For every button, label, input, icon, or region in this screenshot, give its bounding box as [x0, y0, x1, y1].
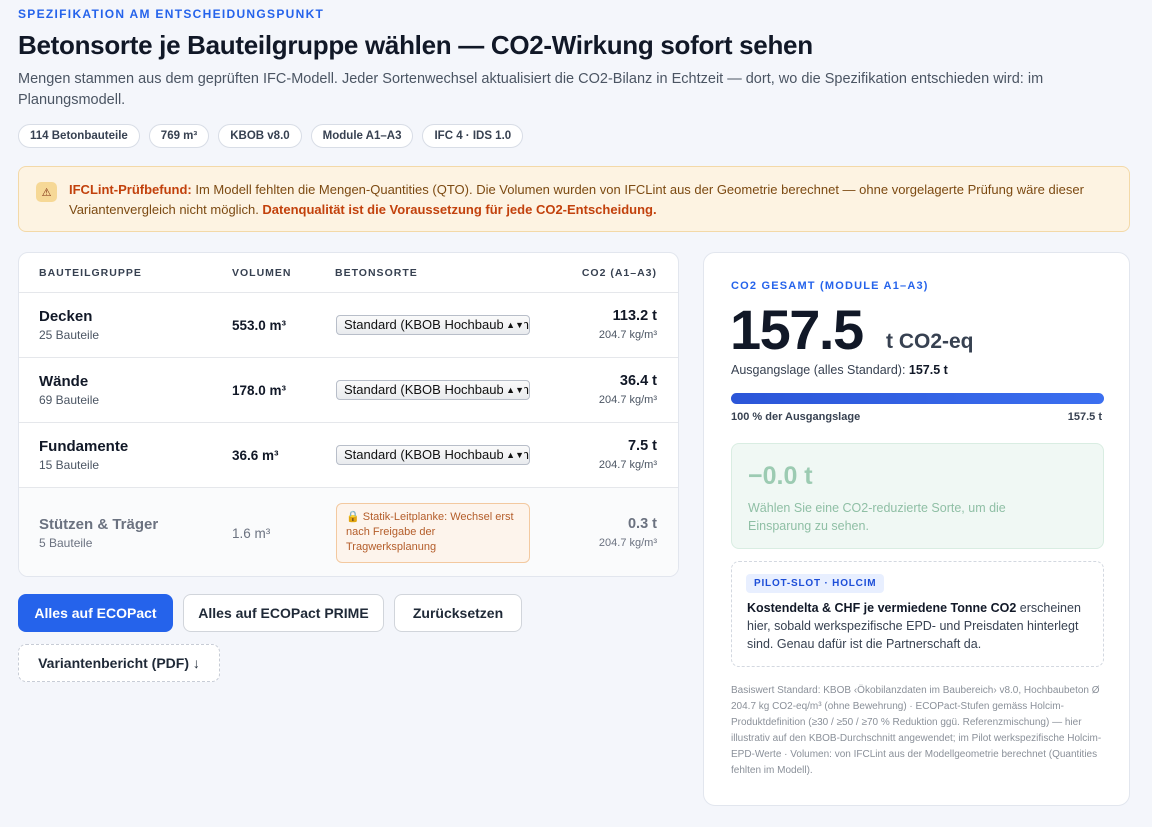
table-row-fundamente: Fundamente 15 Bauteile 36.6 m³ Standard …	[19, 423, 678, 488]
baseline-text: Ausgangslage (alles Standard): 157.5 t	[731, 363, 948, 377]
co2-total-label: CO2 GESAMT (MODULE A1–A3)	[731, 280, 929, 292]
pilot-slot-box: PILOT-SLOT · HOLCIM Kostendelta & CHF je…	[731, 561, 1104, 667]
th-volume: VOLUMEN	[232, 267, 292, 279]
progress-right-label: 157.5 t	[1067, 411, 1102, 423]
footnote: Basiswert Standard: KBOB ‹Ökobilanzdaten…	[731, 685, 1102, 776]
chip-component-count: 114 Betonbauteile	[18, 124, 140, 148]
row-volume: 1.6 m³	[232, 526, 271, 541]
warning-icon: ⚠	[36, 182, 57, 202]
baseline-progress-bar	[731, 393, 1104, 404]
select-arrows-icon: ▲▼	[503, 446, 524, 464]
pilot-tag: PILOT-SLOT · HOLCIM	[746, 574, 885, 593]
row-count: 25 Bauteile	[39, 328, 100, 342]
concrete-select-fundamente[interactable]: Standard (KBOB Hochbaubeton) ▲▼	[336, 445, 530, 465]
row-name: Decken	[39, 308, 93, 325]
chip-kbob: KBOB v8.0	[218, 124, 302, 148]
ifclint-alert: ⚠ IFCLint-Prüfbefund: Im Modell fehlten …	[18, 166, 1130, 232]
alert-emphasis: Datenqualität ist die Voraussetzung für …	[262, 202, 657, 217]
alert-body: Im Modell fehlten die Mengen-Quantities …	[69, 182, 1084, 217]
baseline-label: Ausgangslage (alles Standard):	[731, 363, 906, 377]
saving-text: Wählen Sie eine CO2-reduzierte Sorte, um…	[748, 501, 1006, 533]
row-co2: 36.4 t	[619, 373, 657, 389]
reset-button[interactable]: Zurücksetzen	[394, 594, 522, 632]
th-co2: CO2 (A1–A3)	[581, 267, 657, 279]
report-pdf-button[interactable]: Variantenbericht (PDF) ↓	[18, 644, 220, 682]
row-intensity: 204.7 kg/m³	[598, 394, 657, 406]
table-row-decken: Decken 25 Bauteile 553.0 m³ Standard (KB…	[19, 293, 678, 358]
all-ecopact-prime-button[interactable]: Alles auf ECOPact PRIME	[183, 594, 384, 632]
th-concrete: BETONSORTE	[335, 267, 418, 279]
meta-chips: 114 Betonbauteile 769 m³ KBOB v8.0 Modul…	[18, 124, 524, 148]
chip-volume: 769 m³	[148, 124, 210, 148]
co2-total-unit: t CO2-eq	[886, 330, 974, 353]
concrete-select-decken[interactable]: Standard (KBOB Hochbaubeton) ▲▼	[336, 315, 530, 335]
row-count: 69 Bauteile	[39, 393, 100, 407]
row-intensity: 204.7 kg/m³	[598, 537, 657, 549]
alert-text: IFCLint-Prüfbefund: Im Modell fehlten di…	[69, 180, 1119, 220]
row-count: 5 Bauteile	[39, 536, 93, 550]
chip-ifc: IFC 4 · IDS 1.0	[422, 124, 524, 148]
select-value: Standard (KBOB Hochbaubeton)	[344, 382, 530, 397]
row-volume: 36.6 m³	[232, 448, 279, 463]
co2-total-value: 157.5	[730, 298, 864, 361]
page-title: Betonsorte je Bauteilgruppe wählen — CO2…	[18, 30, 813, 60]
pilot-bold: Kostendelta & CHF je vermiedene Tonne CO…	[747, 601, 1017, 615]
row-volume: 178.0 m³	[232, 383, 287, 398]
saving-box: −0.0 t Wählen Sie eine CO2-reduzierte So…	[731, 443, 1104, 549]
select-value: Standard (KBOB Hochbaubeton)	[344, 317, 530, 332]
row-co2: 0.3 t	[627, 516, 657, 532]
table-row-stuetzen: Stützen & Träger 5 Bauteile 1.6 m³ 🔒 Sta…	[19, 488, 678, 576]
row-volume: 553.0 m³	[232, 318, 287, 333]
row-intensity: 204.7 kg/m³	[598, 329, 657, 341]
row-name: Fundamente	[39, 438, 129, 455]
alert-lead: IFCLint-Prüfbefund:	[69, 182, 192, 197]
table-row-waende: Wände 69 Bauteile 178.0 m³ Standard (KBO…	[19, 358, 678, 423]
saving-value: −0.0 t	[748, 462, 813, 490]
page-subtitle: Mengen stammen aus dem geprüften IFC-Mod…	[18, 71, 1044, 108]
chip-modules: Module A1–A3	[310, 124, 414, 148]
row-co2: 113.2 t	[612, 308, 657, 324]
row-count: 15 Bauteile	[39, 458, 100, 472]
all-ecopact-button[interactable]: Alles auf ECOPact	[18, 594, 173, 632]
concrete-select-waende[interactable]: Standard (KBOB Hochbaubeton) ▲▼	[336, 380, 530, 400]
row-name: Wände	[39, 373, 89, 390]
row-intensity: 204.7 kg/m³	[598, 459, 657, 471]
baseline-value: 157.5 t	[908, 363, 948, 377]
baseline-progress-fill	[731, 393, 1104, 404]
select-arrows-icon: ▲▼	[503, 316, 524, 334]
select-value: Standard (KBOB Hochbaubeton)	[344, 447, 530, 462]
pilot-body: erscheinen hier, sobald werkspezifische …	[747, 601, 1081, 651]
pilot-text: Kostendelta & CHF je vermiedene Tonne CO…	[747, 599, 1092, 653]
select-arrows-icon: ▲▼	[503, 381, 524, 399]
th-group: BAUTEILGRUPPE	[39, 267, 142, 279]
component-table: BAUTEILGRUPPE VOLUMEN BETONSORTE CO2 (A1…	[18, 252, 679, 577]
page-eyebrow: SPEZIFIKATION AM ENTSCHEIDUNGSPUNKT	[18, 7, 325, 21]
co2-summary-card: CO2 GESAMT (MODULE A1–A3) 157.5 t CO2-eq…	[703, 252, 1130, 806]
progress-left-label: 100 % der Ausgangslage	[731, 411, 861, 423]
row-name: Stützen & Träger	[39, 516, 159, 533]
table-header: BAUTEILGRUPPE VOLUMEN BETONSORTE CO2 (A1…	[19, 253, 678, 293]
statik-lock-note: 🔒 Statik-Leitplanke: Wechsel erst nach F…	[336, 503, 530, 563]
row-co2: 7.5 t	[627, 438, 657, 454]
